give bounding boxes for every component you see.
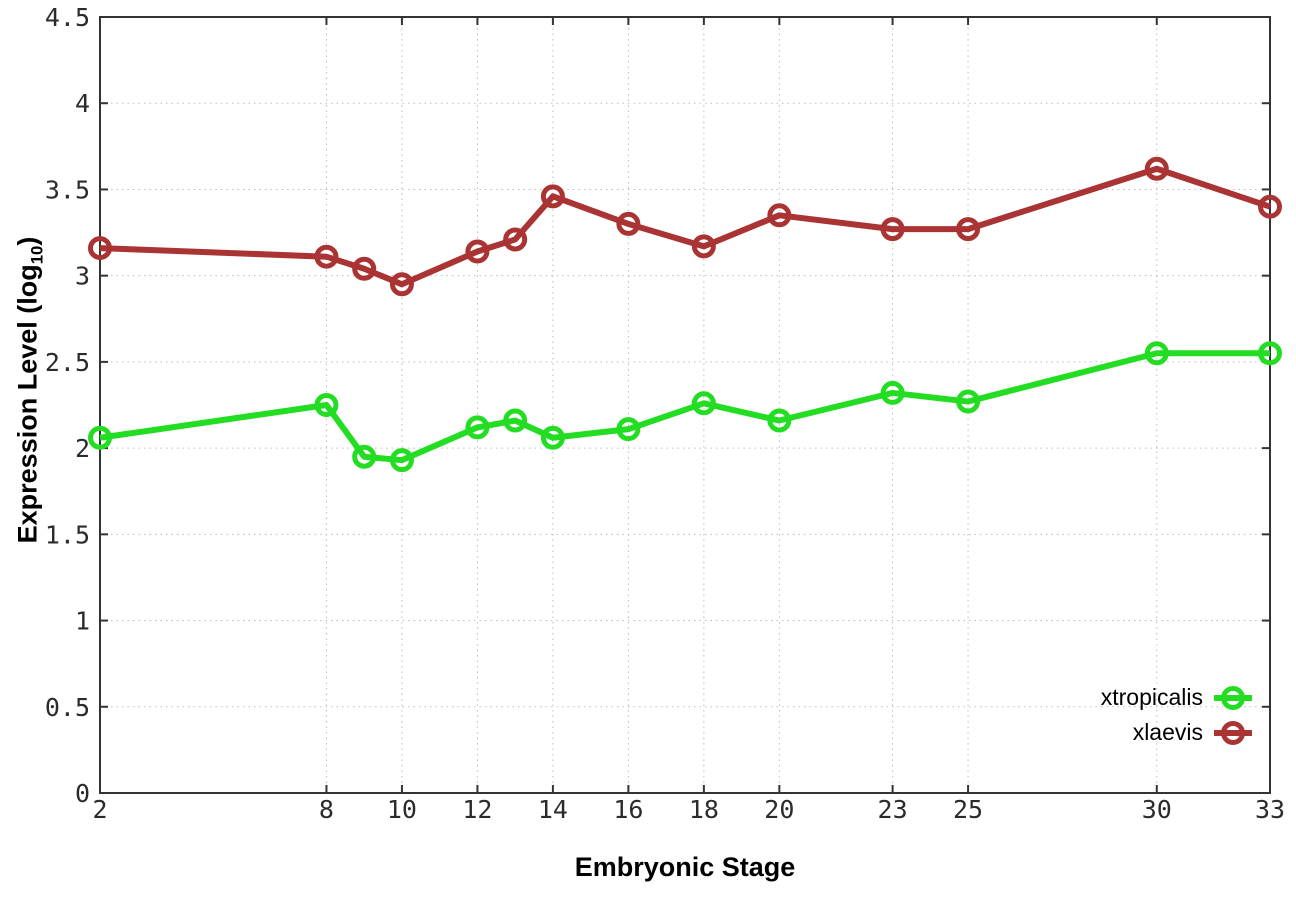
x-tick-label: 10 — [387, 795, 417, 824]
data-point-xlaevis-stage-16 — [616, 211, 641, 236]
series-line-xlaevis — [99, 165, 1271, 288]
y-axis-title-suffix: ) — [12, 236, 43, 246]
x-tick-label: 18 — [689, 795, 719, 824]
data-point-xtropicalis-stage-12 — [465, 415, 490, 440]
x-tick-label: 20 — [764, 795, 794, 824]
data-point-xlaevis-stage-14 — [540, 184, 565, 209]
data-point-xlaevis-stage-12 — [465, 239, 490, 264]
plot-border — [99, 16, 1271, 794]
data-point-xlaevis-stage-10 — [389, 272, 414, 297]
x-tick-label: 25 — [953, 795, 983, 824]
x-tick-label: 8 — [319, 795, 334, 824]
data-point-xlaevis-stage-30 — [1144, 156, 1169, 181]
y-tick-label: 2.5 — [45, 348, 90, 377]
legend-item-xlaevis: xlaevis — [1133, 716, 1254, 749]
y-axis-title-subscript: 10 — [27, 245, 47, 265]
data-point-xtropicalis-stage-13 — [503, 408, 528, 433]
y-tick-label: 0 — [75, 779, 90, 808]
data-point-xtropicalis-stage-2 — [88, 425, 112, 450]
data-point-xtropicalis-stage-10 — [389, 448, 414, 473]
y-tick-label: 0.5 — [45, 693, 90, 722]
data-point-xlaevis-stage-20 — [767, 203, 792, 228]
legend-marker-xlaevis-icon — [1214, 720, 1252, 745]
y-tick-label: 4.5 — [45, 3, 90, 32]
data-point-xlaevis-stage-13 — [503, 227, 528, 252]
data-point-xtropicalis-stage-8 — [314, 393, 339, 417]
legend-label-xtropicalis: xtropicalis — [1100, 684, 1203, 710]
y-tick-label: 2 — [75, 434, 90, 463]
data-point-xtropicalis-stage-33 — [1258, 341, 1282, 366]
legend-item-xtropicalis: xtropicalis — [1101, 681, 1254, 714]
data-point-xlaevis-stage-23 — [880, 217, 905, 242]
data-point-xlaevis-stage-25 — [956, 217, 981, 242]
data-point-xtropicalis-stage-16 — [616, 417, 641, 442]
data-point-xtropicalis-stage-9 — [352, 444, 377, 469]
data-point-xtropicalis-stage-18 — [691, 391, 716, 416]
x-tick-label: 33 — [1255, 795, 1285, 824]
data-point-xtropicalis-stage-30 — [1144, 341, 1169, 366]
data-point-xlaevis-stage-9 — [352, 256, 377, 281]
data-point-xtropicalis-stage-25 — [956, 389, 981, 414]
data-point-xlaevis-stage-18 — [691, 234, 716, 259]
y-tick-label: 1.5 — [45, 520, 90, 549]
data-point-xlaevis-stage-2 — [88, 236, 112, 261]
x-tick-label: 30 — [1142, 795, 1172, 824]
y-tick-label: 3.5 — [45, 175, 90, 204]
legend-label-xlaevis: xlaevis — [1132, 719, 1203, 745]
y-tick-label: 4 — [75, 89, 90, 118]
x-axis-title: Embryonic Stage — [574, 852, 796, 882]
y-tick-label: 1 — [75, 607, 90, 636]
series-line-xtropicalis — [99, 350, 1270, 464]
legend: xtropicalis xlaevis — [1101, 681, 1254, 749]
x-tick-label: 12 — [462, 795, 492, 824]
y-tick-label: 3 — [75, 262, 90, 291]
x-tick-label: 23 — [878, 795, 908, 824]
legend-marker-xtropicalis-icon — [1214, 685, 1252, 710]
x-tick-label: 16 — [613, 795, 643, 824]
data-point-xtropicalis-stage-14 — [540, 425, 565, 450]
data-point-xtropicalis-stage-23 — [880, 380, 905, 405]
x-tick-label: 2 — [92, 795, 107, 824]
data-point-xlaevis-stage-33 — [1258, 194, 1282, 219]
x-tick-label: 14 — [538, 795, 568, 824]
y-axis-title-prefix: Expression Level (log — [12, 264, 43, 544]
data-point-xlaevis-stage-8 — [314, 244, 339, 269]
data-point-xtropicalis-stage-20 — [767, 408, 792, 433]
y-axis-title: Expression Level (log10) — [12, 237, 47, 544]
